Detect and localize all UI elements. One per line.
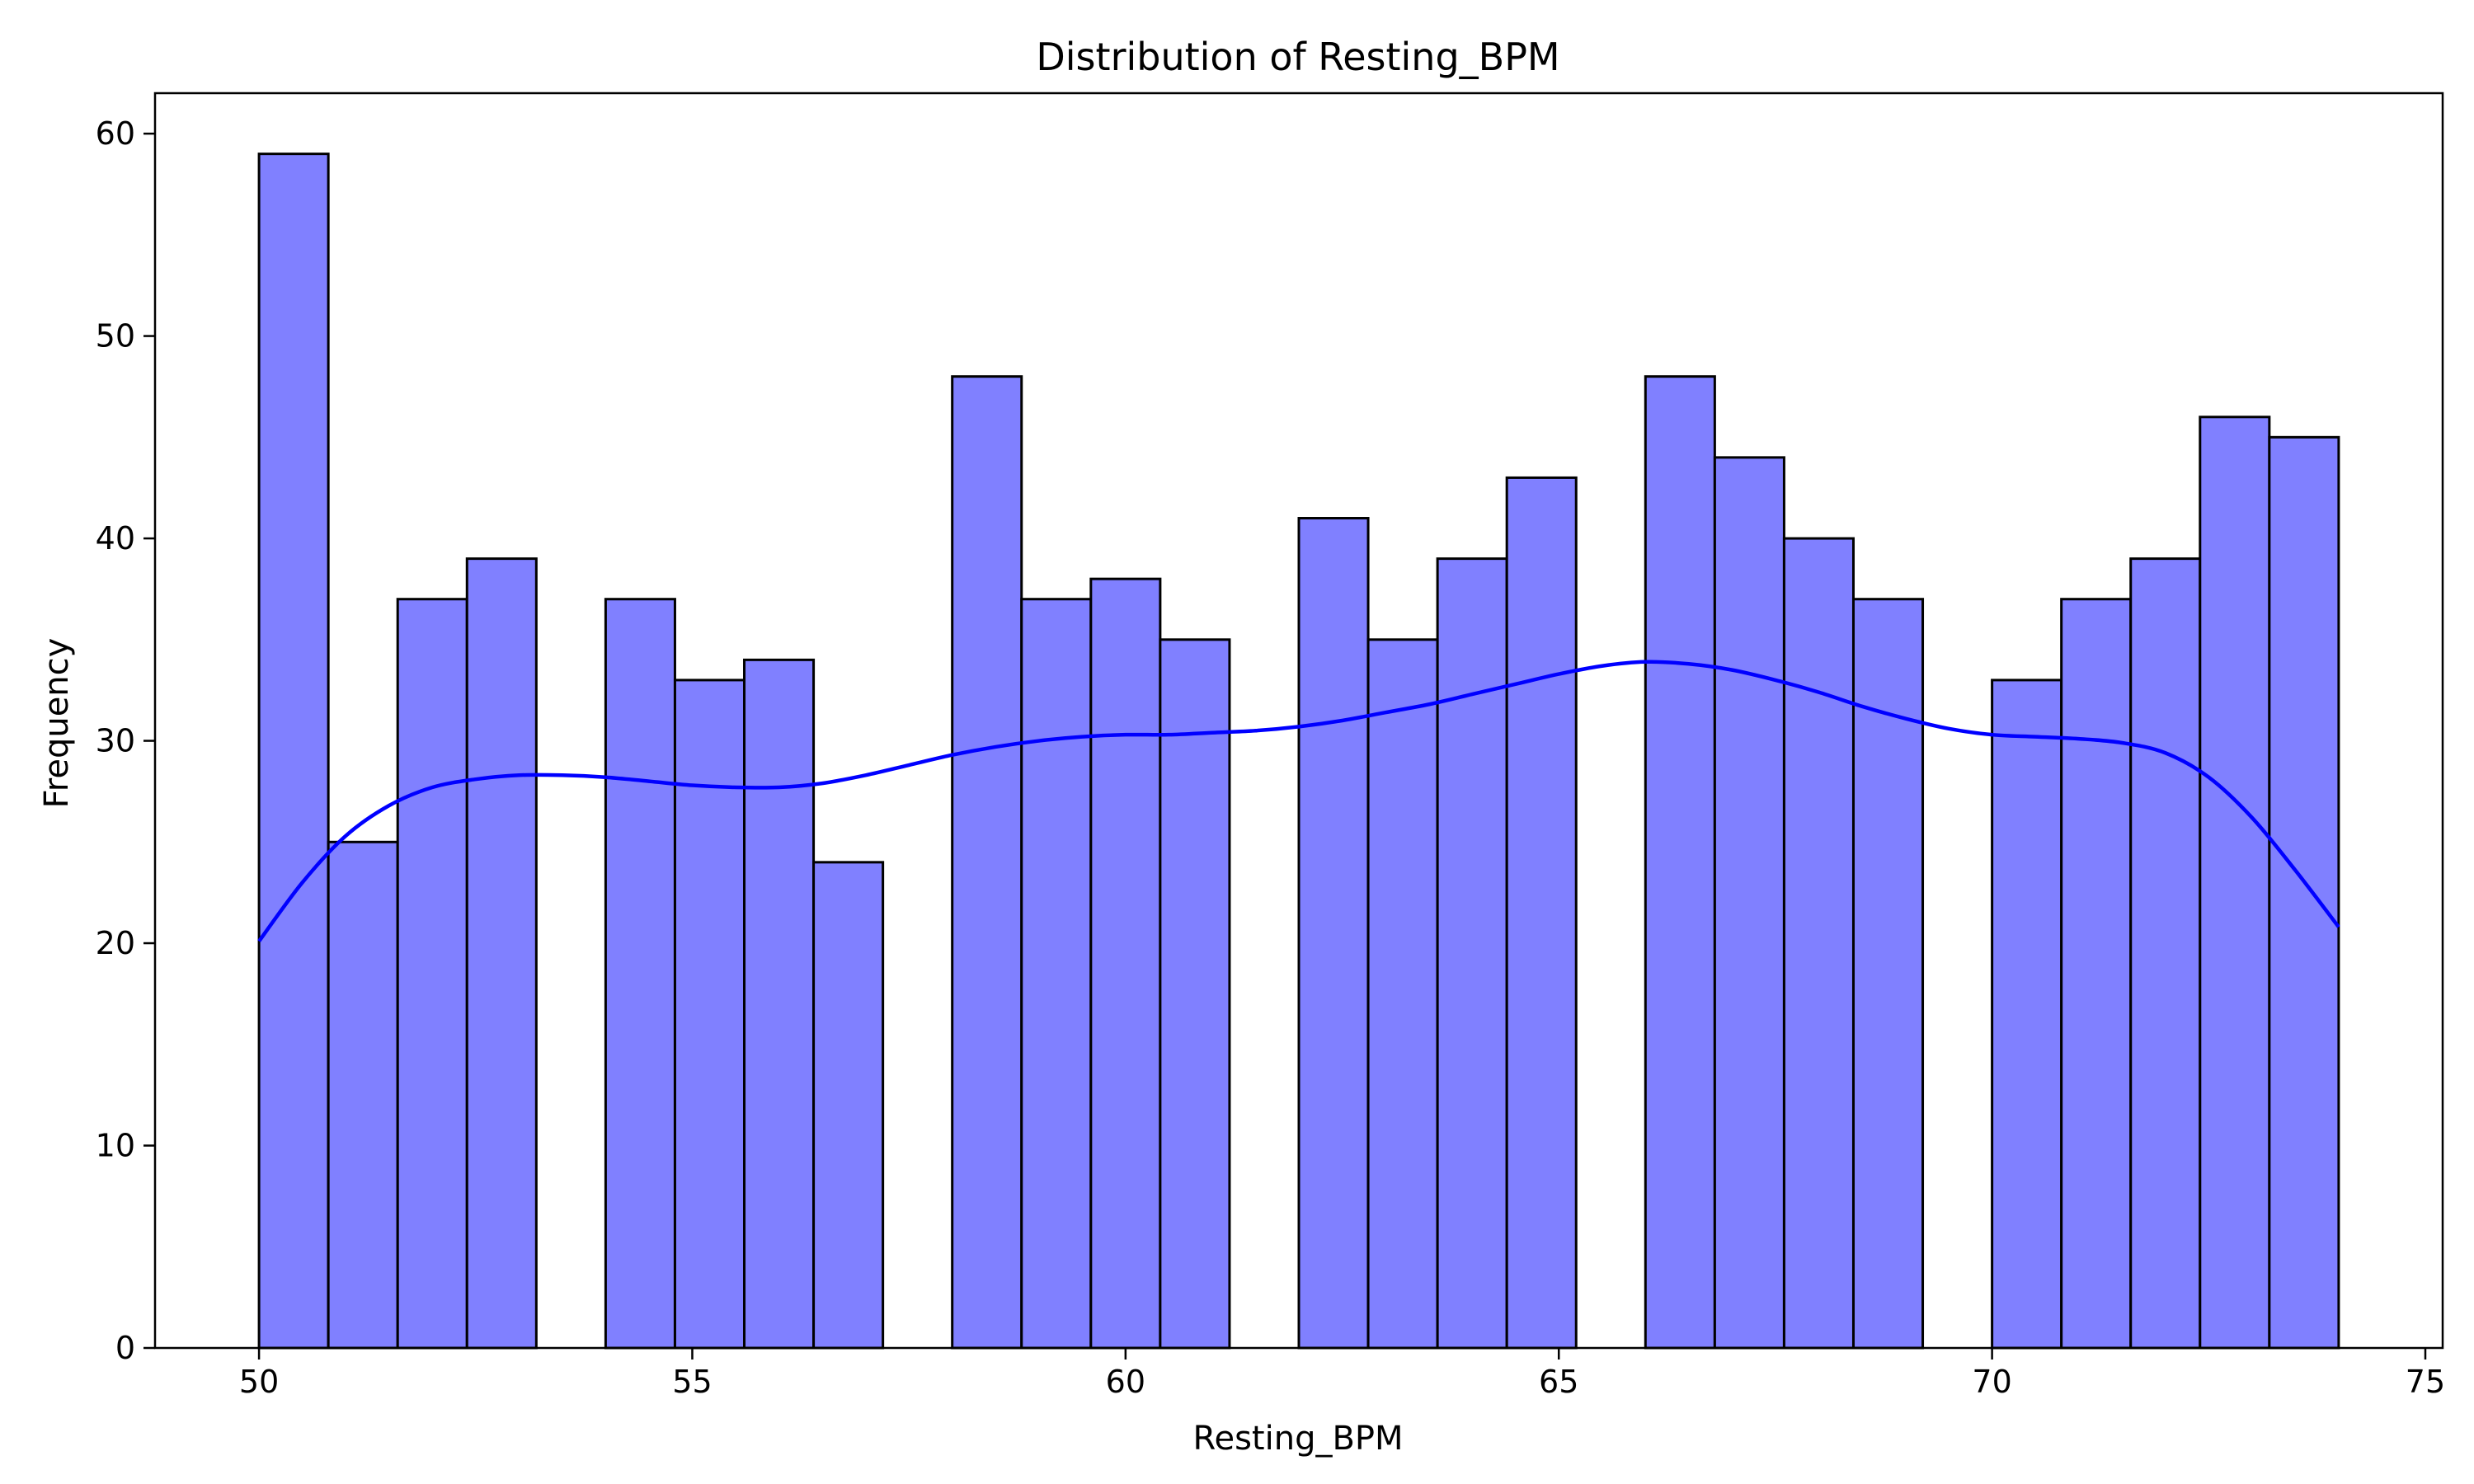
histogram-bar xyxy=(1159,638,1231,1350)
histogram-bar xyxy=(743,658,816,1350)
histogram-bar xyxy=(2129,557,2202,1350)
histogram-bar xyxy=(673,679,746,1350)
y-axis-label: Frequency xyxy=(38,638,76,809)
x-tick-label: 70 xyxy=(1972,1364,2011,1400)
histogram-bar xyxy=(2060,598,2133,1350)
histogram-bar xyxy=(465,557,538,1350)
x-tick-label: 50 xyxy=(239,1364,279,1400)
histogram-bar xyxy=(604,598,676,1350)
histogram-bar xyxy=(1436,557,1508,1350)
y-tick-label: 60 xyxy=(96,115,135,152)
histogram-bar xyxy=(1991,679,2063,1350)
histogram-bar xyxy=(396,598,468,1350)
histogram-bar xyxy=(1020,598,1093,1350)
histogram-bar xyxy=(1782,537,1855,1350)
chart-title: Distribution of Resting_BPM xyxy=(1036,35,1559,79)
histogram-bar xyxy=(1851,598,1925,1350)
y-tick-label: 10 xyxy=(96,1128,135,1164)
histogram-bar xyxy=(2199,416,2271,1350)
histogram-bar xyxy=(327,840,399,1350)
kde-layer xyxy=(257,660,2340,942)
histogram-bar xyxy=(1366,638,1439,1350)
histogram-bar xyxy=(1297,517,1370,1350)
y-tick-label: 20 xyxy=(96,925,135,961)
x-tick-label: 65 xyxy=(1539,1364,1578,1400)
bars-layer xyxy=(257,153,2340,1350)
histogram-bar xyxy=(1644,375,1716,1350)
y-axis-ticks: 0 10 20 30 40 50 60 xyxy=(96,115,155,1366)
x-tick-label: 60 xyxy=(1106,1364,1145,1400)
histogram-bar xyxy=(1713,456,1785,1350)
plot-frame xyxy=(153,92,2444,1350)
x-tick-label: 55 xyxy=(672,1364,712,1400)
histogram-bar xyxy=(2268,435,2340,1350)
histogram-bar xyxy=(257,153,330,1350)
x-tick-label: 75 xyxy=(2406,1364,2445,1400)
histogram-bar xyxy=(1505,476,1578,1350)
histogram-bar xyxy=(1089,577,1162,1350)
kde-curve xyxy=(257,660,2340,942)
histogram-bar xyxy=(812,861,885,1350)
x-axis-ticks: 50 55 60 65 70 75 xyxy=(239,1348,2445,1400)
x-axis-label: Resting_BPM xyxy=(1192,1420,1403,1458)
y-tick-label: 30 xyxy=(96,723,135,759)
y-tick-label: 40 xyxy=(96,520,135,556)
y-tick-label: 50 xyxy=(96,318,135,355)
y-tick-label: 0 xyxy=(115,1330,135,1366)
histogram-bar xyxy=(951,375,1023,1350)
